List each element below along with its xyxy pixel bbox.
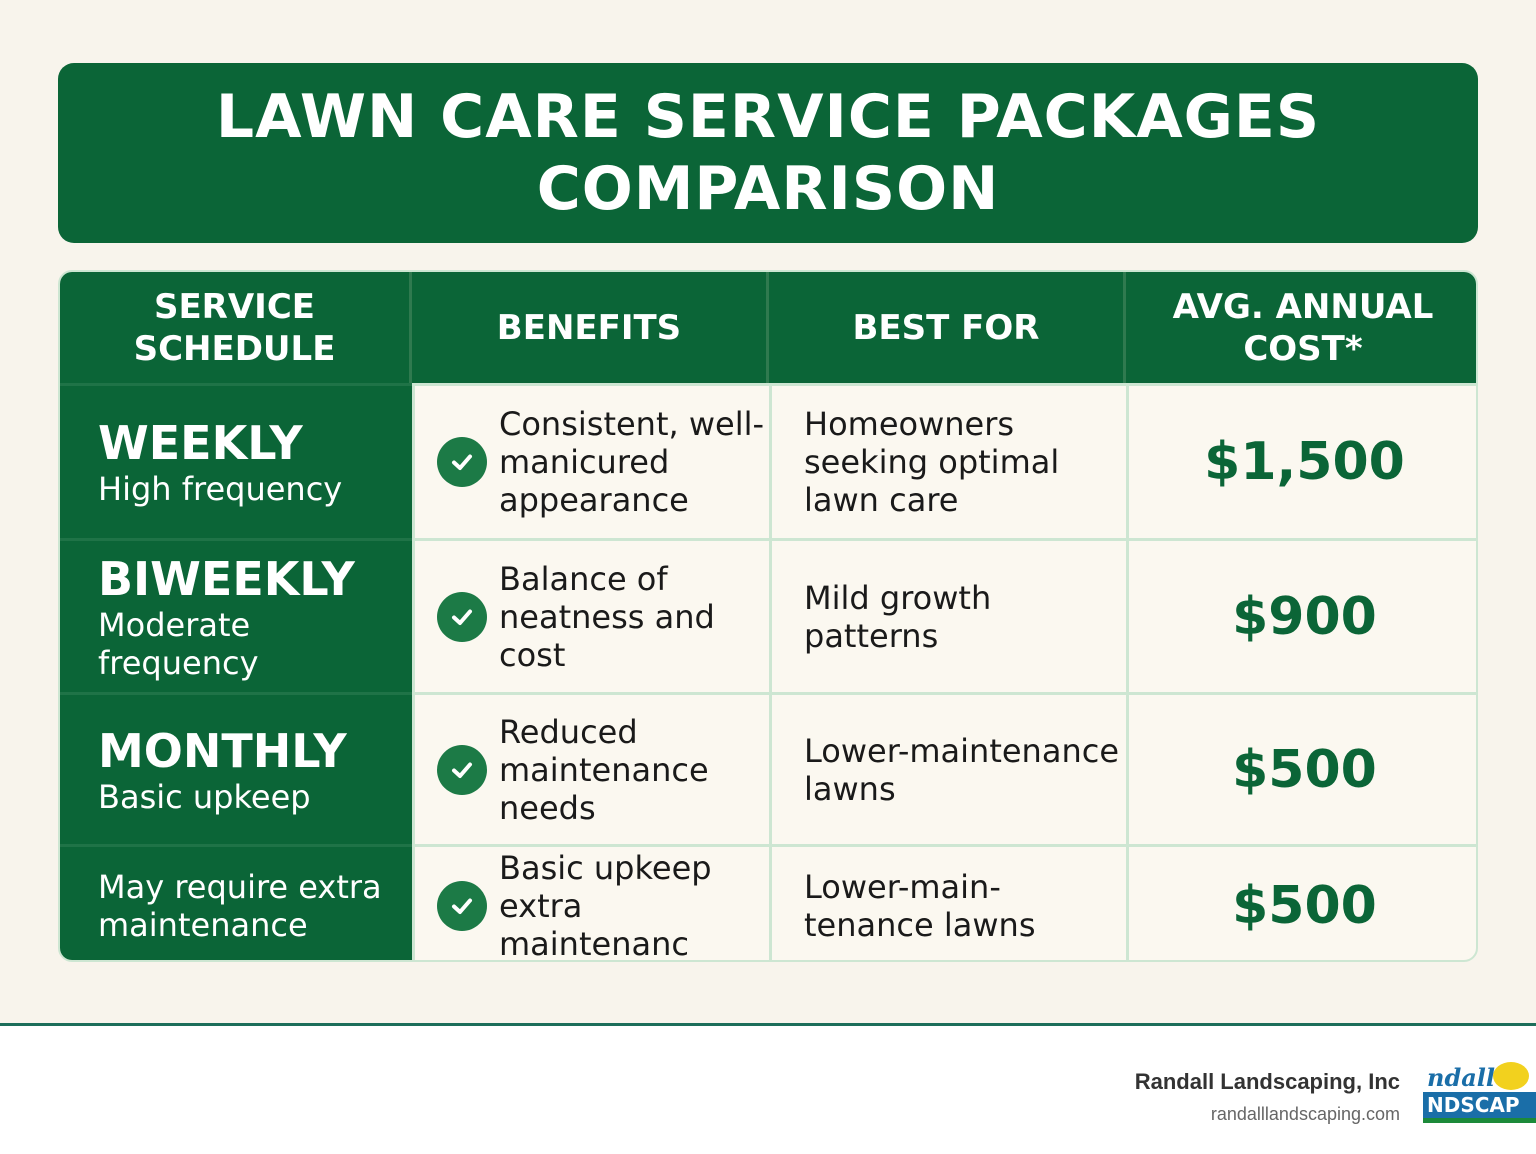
check-circle-icon (437, 880, 487, 931)
plan-frequency: May require extra maintenance (98, 867, 382, 944)
schedule-cell: WEEKLY High frequency (60, 383, 412, 538)
annual-cost: $900 (1232, 586, 1377, 647)
company-logo: ndall NDSCAP (1423, 1056, 1536, 1128)
annual-cost: $500 (1232, 875, 1377, 936)
best-for-cell: Lower-main-tenance lawns (769, 844, 1126, 960)
company-name: Randall Landscaping, Inc (1134, 1069, 1400, 1094)
schedule-cell: May require extra maintenance (60, 844, 412, 960)
best-for-text: Homeowners seeking optimal lawn care (804, 405, 1060, 519)
company-url[interactable]: randalllandscaping.com (1210, 1104, 1400, 1124)
header-avg-annual-cost: AVG. ANNUAL COST* (1172, 286, 1434, 369)
title-banner: LAWN CARE SERVICE PACKAGES COMPARISON (58, 63, 1478, 243)
benefit-cell: Reduced maintenance needs (412, 692, 769, 844)
schedule-cell: MONTHLY Basic upkeep (60, 692, 412, 844)
svg-text:NDSCAP: NDSCAP (1427, 1093, 1520, 1117)
best-for-cell: Mild growth patterns (769, 538, 1126, 692)
cost-cell: $500 (1126, 692, 1476, 844)
benefit-text: Consistent, well-manicured appearance (499, 405, 765, 519)
best-for-text: Lower-main-tenance lawns (804, 867, 1036, 944)
benefit-cell: Balance of neatness and cost (412, 538, 769, 692)
annual-cost: $1,500 (1204, 432, 1405, 492)
annual-cost: $500 (1232, 739, 1377, 800)
benefit-text: Balance of neatness and cost (499, 559, 715, 674)
cost-cell: $1,500 (1126, 383, 1476, 538)
plan-frequency: High frequency (98, 470, 343, 508)
best-for-text: Mild growth patterns (804, 578, 992, 655)
benefit-cell: Basic upkeep extra maintenanc (412, 844, 769, 962)
plan-frequency: Moderate frequency (98, 605, 259, 682)
plan-name: BIWEEKLY (98, 551, 355, 606)
page-title: LAWN CARE SERVICE PACKAGES COMPARISON (215, 82, 1321, 224)
best-for-cell: Lower-maintenance lawns (769, 692, 1126, 844)
table-row-extra: May require extra maintenance Basic upke… (60, 844, 1476, 962)
best-for-text: Lower-maintenance lawns (804, 731, 1119, 808)
svg-text:ndall: ndall (1427, 1063, 1495, 1092)
best-for-cell: Homeowners seeking optimal lawn care (769, 383, 1126, 538)
benefit-text: Reduced maintenance needs (499, 712, 709, 827)
table-header-row: SERVICE SCHEDULE BENEFITS BEST FOR AVG. … (60, 272, 1476, 383)
header-service-schedule: SERVICE SCHEDULE (60, 272, 412, 383)
table-row-weekly: WEEKLY High frequency Consistent, well-m… (60, 383, 1476, 538)
check-circle-icon (437, 591, 487, 642)
comparison-table: SERVICE SCHEDULE BENEFITS BEST FOR AVG. … (58, 270, 1478, 962)
header-best-for: BEST FOR (769, 272, 1126, 383)
plan-name: WEEKLY (98, 416, 303, 470)
table-row-biweekly: BIWEEKLY Moderate frequency Balance of n… (60, 538, 1476, 692)
footer: Randall Landscaping, Inc randalllandscap… (0, 1026, 1536, 1154)
header-benefits: BENEFITS (412, 272, 769, 383)
cost-cell: $900 (1126, 538, 1476, 692)
table-row-monthly: MONTHLY Basic upkeep Reduced maintenance… (60, 692, 1476, 844)
plan-name: MONTHLY (98, 723, 347, 778)
check-circle-icon (437, 744, 487, 795)
schedule-cell: BIWEEKLY Moderate frequency (60, 538, 412, 692)
company-info: Randall Landscaping, Inc randalllandscap… (1135, 1068, 1400, 1128)
plan-frequency: Basic upkeep (98, 777, 311, 816)
cost-cell: $500 (1126, 844, 1476, 960)
footer-divider (0, 1023, 1536, 1026)
benefit-text: Basic upkeep extra maintenanc (499, 848, 712, 962)
check-circle-icon (437, 437, 487, 487)
benefit-cell: Consistent, well-manicured appearance (412, 383, 769, 538)
